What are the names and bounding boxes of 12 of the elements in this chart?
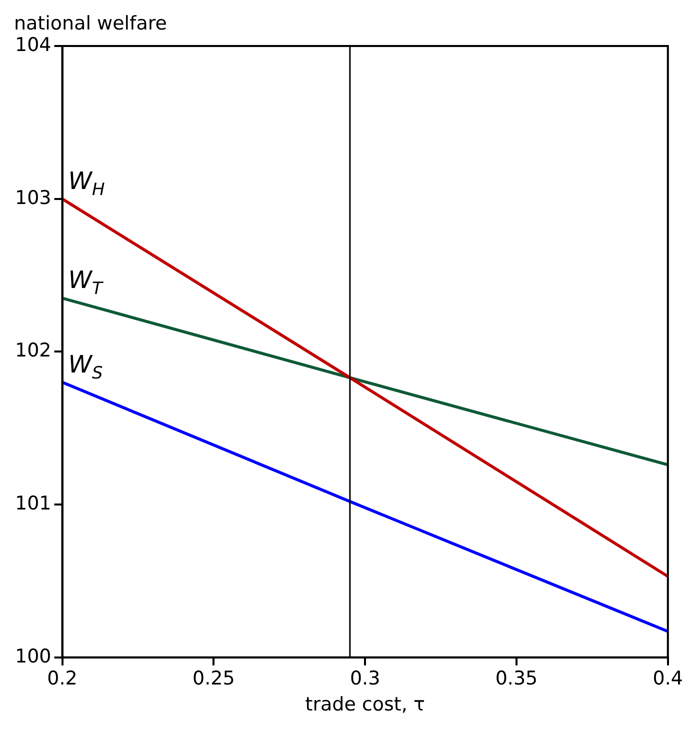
x-tick-label: 0.4 [652,668,683,690]
x-tick-label: 0.25 [192,668,235,690]
y-tick-label: 100 [15,645,52,668]
x-axis-title: trade cost, τ [305,694,425,716]
x-tick-label: 0.3 [350,668,380,690]
y-tick-label: 103 [15,186,52,209]
y-axis-title: national welfare [14,12,167,34]
x-tick-label: 0.35 [495,668,538,690]
y-tick-label: 104 [15,34,52,56]
y-tick-label: 101 [15,492,52,514]
x-tick-label: 0.2 [47,668,78,690]
y-tick-label: 102 [15,340,52,362]
